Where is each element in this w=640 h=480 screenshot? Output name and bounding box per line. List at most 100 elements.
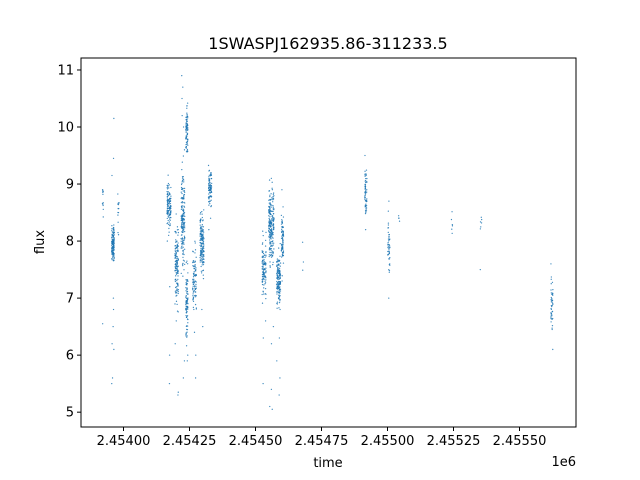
data-point	[281, 280, 283, 282]
data-point	[169, 202, 172, 205]
data-point	[202, 325, 204, 328]
data-point	[192, 300, 195, 303]
data-point	[365, 211, 367, 214]
data-point	[268, 229, 270, 232]
data-point	[387, 254, 389, 256]
data-point	[278, 287, 281, 289]
data-point	[111, 244, 113, 247]
data-point	[208, 201, 210, 203]
data-point	[199, 211, 202, 214]
data-point	[185, 299, 187, 302]
data-point	[551, 318, 553, 320]
data-point	[182, 190, 184, 192]
data-point	[175, 246, 178, 249]
data-point	[166, 192, 169, 194]
data-point	[272, 237, 274, 239]
data-point	[193, 271, 195, 273]
data-point	[111, 228, 113, 230]
data-point	[262, 290, 264, 292]
data-point	[269, 216, 271, 218]
data-point	[551, 328, 553, 331]
data-point	[208, 174, 211, 176]
data-point	[185, 279, 187, 281]
data-point	[364, 185, 366, 188]
data-point	[174, 249, 176, 251]
data-point	[551, 310, 554, 313]
y-axis-ticks: 5 6 7 8 9 10 11	[57, 63, 81, 421]
data-point	[201, 227, 203, 229]
data-point	[102, 191, 104, 194]
data-point	[262, 383, 264, 385]
data-point	[276, 281, 279, 284]
data-point	[365, 178, 367, 180]
data-point	[167, 202, 170, 205]
data-point	[186, 311, 188, 313]
data-point	[388, 245, 391, 247]
data-point	[168, 200, 171, 202]
data-point	[169, 219, 171, 221]
data-point	[279, 290, 282, 292]
data-point	[210, 174, 212, 176]
data-point	[551, 327, 553, 329]
data-point	[261, 256, 263, 258]
data-point	[209, 217, 212, 219]
data-point	[262, 252, 265, 255]
data-point	[113, 224, 115, 226]
data-point	[273, 195, 275, 197]
data-point	[479, 221, 482, 223]
data-point	[200, 247, 202, 250]
y-tick-label: 7	[66, 292, 74, 307]
data-point	[280, 231, 283, 233]
data-point	[177, 282, 179, 285]
data-point	[193, 261, 195, 264]
data-point	[264, 293, 267, 295]
data-point	[175, 273, 178, 275]
data-point	[364, 180, 366, 182]
data-point	[186, 318, 189, 320]
data-point	[113, 259, 115, 262]
data-point	[175, 286, 178, 288]
data-point	[102, 203, 104, 205]
data-point	[278, 278, 280, 280]
data-point	[185, 303, 187, 306]
data-point	[278, 291, 280, 294]
data-point	[192, 251, 194, 253]
data-point	[261, 279, 263, 281]
data-point	[201, 225, 203, 227]
data-point	[111, 257, 114, 259]
data-point	[177, 275, 179, 277]
data-point	[185, 302, 188, 304]
data-point	[271, 217, 273, 220]
y-tick-label: 9	[66, 178, 74, 193]
data-point	[185, 306, 188, 308]
data-point	[276, 264, 278, 266]
data-point	[186, 132, 189, 134]
data-point	[261, 268, 263, 270]
data-point	[166, 188, 169, 190]
data-point	[280, 256, 283, 258]
data-point	[102, 202, 104, 204]
data-point	[265, 231, 267, 234]
data-point	[199, 231, 202, 233]
data-point	[183, 179, 185, 181]
data-point	[201, 210, 203, 213]
data-point	[177, 248, 179, 250]
data-point	[550, 296, 552, 299]
data-point	[451, 225, 454, 227]
data-point	[102, 190, 104, 192]
data-point	[180, 240, 182, 242]
data-point	[111, 242, 113, 245]
data-point	[111, 240, 113, 243]
data-point	[552, 289, 554, 291]
data-point	[175, 239, 177, 241]
data-point	[177, 292, 179, 295]
data-point	[185, 296, 187, 298]
data-point	[176, 303, 178, 305]
data-point	[186, 115, 188, 117]
data-point	[272, 199, 274, 201]
data-point	[182, 205, 184, 207]
data-point	[194, 249, 197, 251]
data-point	[366, 181, 368, 183]
data-point	[480, 216, 482, 218]
